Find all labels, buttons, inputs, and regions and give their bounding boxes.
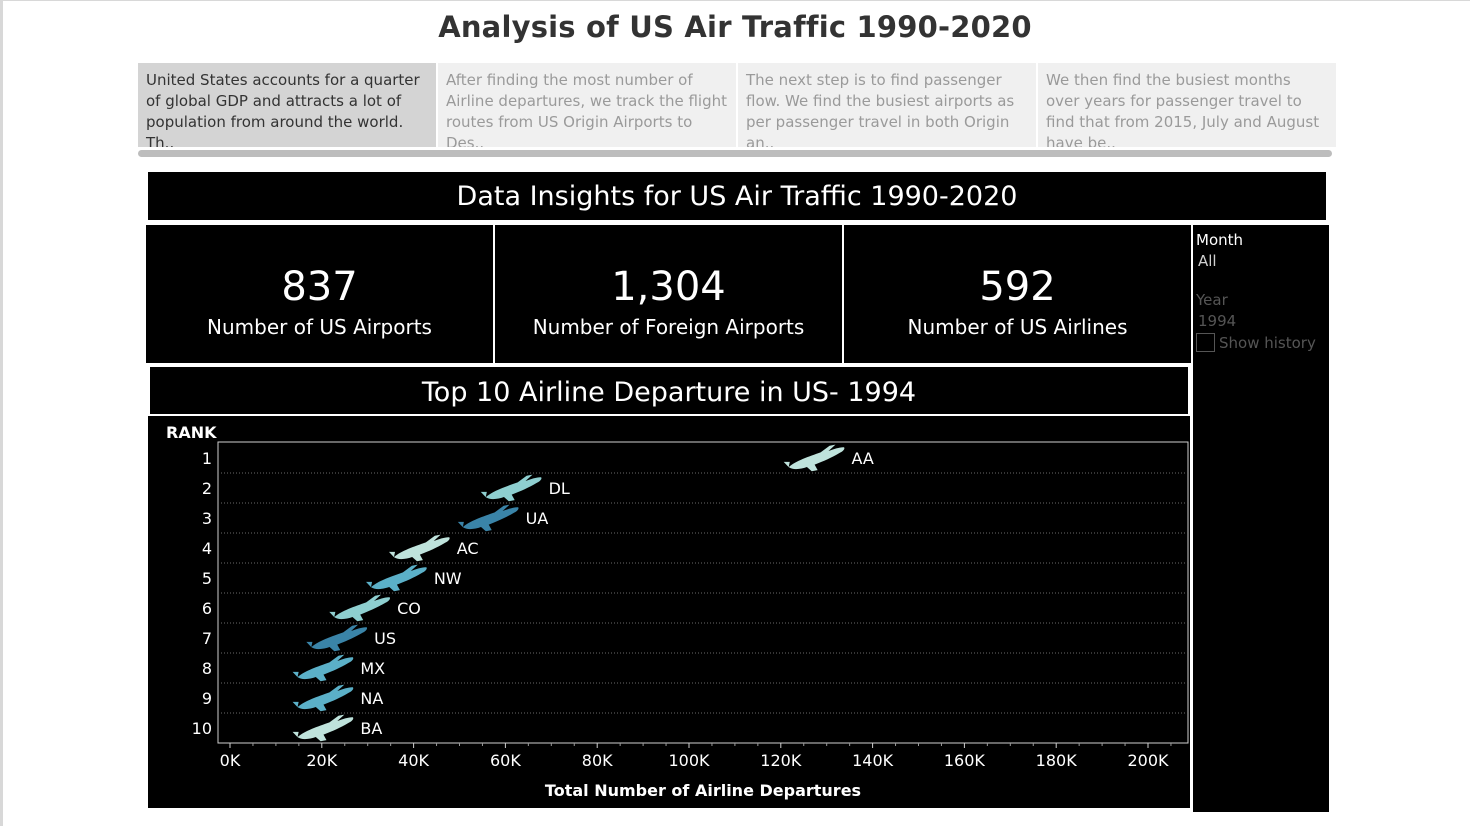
story-point-text: The next step is to find passenger flow.… [746, 71, 1015, 147]
story-point-3[interactable]: The next step is to find passenger flow.… [738, 63, 1038, 147]
kpi-row: 837 Number of US Airports 1,304 Number o… [146, 225, 1191, 363]
filter-panel: Month All Year 1994 Show history [1193, 225, 1329, 812]
kpi-label: Number of US Airports [207, 315, 432, 339]
airline-label: BA [360, 719, 382, 738]
airplane-icon [306, 624, 368, 652]
kpi-us-airlines: 592 Number of US Airlines [844, 225, 1191, 363]
rank-label: 1 [202, 449, 212, 468]
airline-label: US [374, 629, 396, 648]
kpi-label: Number of US Airlines [907, 315, 1128, 339]
kpi-label: Number of Foreign Airports [532, 315, 805, 339]
year-filter-title: Year [1196, 291, 1228, 309]
story-point-text: After finding the most number of Airline… [446, 71, 727, 147]
airline-label: NW [434, 569, 462, 588]
x-tick-label: 120K [760, 751, 802, 770]
airplane-icon [480, 474, 542, 502]
x-tick-label: 0K [220, 751, 241, 770]
x-tick-label: 140K [852, 751, 894, 770]
airline-label: UA [526, 509, 549, 528]
airplane-icon [783, 444, 845, 472]
airplane-icon [292, 654, 354, 682]
kpi-value: 592 [979, 264, 1056, 310]
dashboard-header: Data Insights for US Air Traffic 1990-20… [148, 172, 1326, 220]
x-tick-label: 20K [306, 751, 337, 770]
rank-label: 10 [192, 719, 212, 738]
rank-label: 6 [202, 599, 212, 618]
x-tick-label: 60K [490, 751, 521, 770]
airplane-icon [329, 594, 390, 622]
story-point-text: United States accounts for a quarter of … [146, 71, 420, 147]
airplane-icon [388, 534, 450, 562]
story-point-4[interactable]: We then find the busiest months over yea… [1038, 63, 1336, 147]
rank-label: 8 [202, 659, 212, 678]
page-title: Analysis of US Air Traffic 1990-2020 [438, 10, 1032, 44]
window-frame-top [0, 0, 1470, 1]
x-tick-label: 180K [1036, 751, 1078, 770]
rank-label: 9 [202, 689, 212, 708]
month-filter-value[interactable]: All [1198, 252, 1217, 270]
year-filter-value[interactable]: 1994 [1198, 312, 1237, 330]
x-tick-label: 40K [398, 751, 429, 770]
departures-chart: Top 10 Airline Departure in US- 1994 0K 2… [148, 365, 1190, 808]
airline-label: DL [549, 479, 570, 498]
rank-label: 3 [202, 509, 212, 528]
month-filter-title: Month [1196, 231, 1244, 249]
x-tick-label: 200K [1127, 751, 1169, 770]
airplane-icon [292, 714, 354, 742]
story-scrollbar[interactable] [138, 150, 1332, 157]
kpi-value: 837 [281, 264, 358, 310]
x-tick-label: 160K [944, 751, 986, 770]
story-point-1[interactable]: United States accounts for a quarter of … [138, 63, 438, 147]
story-point-text: We then find the busiest months over yea… [1046, 71, 1320, 147]
story-navigator: United States accounts for a quarter of … [138, 63, 1336, 147]
y-axis-label: RANK [166, 423, 217, 442]
airline-label: AC [457, 539, 479, 558]
rank-label: 7 [202, 629, 212, 648]
story-point-2[interactable]: After finding the most number of Airline… [438, 63, 738, 147]
rank-label: 5 [202, 569, 212, 588]
x-axis-label: Total Number of Airline Departures [545, 781, 861, 800]
airline-label: MX [360, 659, 385, 678]
airline-label: CO [397, 599, 421, 618]
kpi-foreign-airports: 1,304 Number of Foreign Airports [495, 225, 844, 363]
airline-label: NA [360, 689, 383, 708]
show-history-checkbox[interactable] [1196, 333, 1215, 352]
airplane-icon [365, 564, 427, 592]
rank-label: 4 [202, 539, 212, 558]
x-tick-label: 80K [582, 751, 613, 770]
chart-plot: 0K 20K 40K 60K 80K 100K 120K 140K 160K 180K 200K To… [166, 423, 1189, 800]
airplane-icon [292, 684, 354, 712]
kpi-us-airports: 837 Number of US Airports [146, 225, 495, 363]
window-frame-left [0, 0, 3, 826]
kpi-value: 1,304 [611, 264, 726, 310]
rank-label: 2 [202, 479, 212, 498]
airplane-icon [457, 504, 519, 532]
chart-title: Top 10 Airline Departure in US- 1994 [148, 365, 1190, 416]
airline-label: AA [852, 449, 874, 468]
show-history-label[interactable]: Show history [1219, 334, 1316, 352]
x-tick-label: 100K [668, 751, 710, 770]
